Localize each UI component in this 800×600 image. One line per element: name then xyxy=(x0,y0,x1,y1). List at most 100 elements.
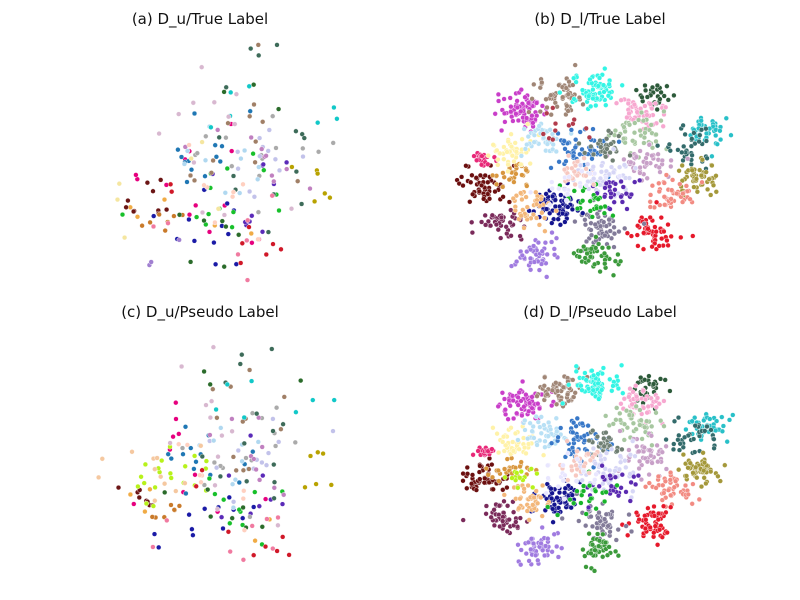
scatter-point xyxy=(572,144,578,151)
cluster-16 xyxy=(167,344,281,528)
scatter-point xyxy=(586,531,592,537)
scatter-point xyxy=(544,251,550,258)
scatter-point xyxy=(494,147,500,154)
scatter-point xyxy=(164,207,170,213)
scatter-point xyxy=(615,251,621,258)
scatter-point xyxy=(566,153,572,159)
scatter-point xyxy=(509,153,516,159)
scatter-point xyxy=(233,91,240,97)
cluster-5 xyxy=(603,403,667,448)
scatter-point xyxy=(595,83,601,89)
scatter-point xyxy=(578,248,584,254)
scatter-point xyxy=(259,524,265,530)
scatter-point xyxy=(203,402,209,408)
scatter-point xyxy=(653,131,659,138)
scatter-point xyxy=(246,83,252,89)
scatter-point xyxy=(150,503,157,509)
scatter-point xyxy=(618,258,624,264)
scatter-point xyxy=(590,164,596,170)
scatter-point xyxy=(179,445,186,451)
scatter-point xyxy=(619,82,625,88)
scatter-point xyxy=(478,162,485,168)
scatter-point xyxy=(273,443,279,449)
scatter-point xyxy=(689,167,695,173)
scatter-point xyxy=(675,147,681,153)
scatter-point xyxy=(608,483,614,489)
scatter-point xyxy=(208,514,214,520)
scatter-point xyxy=(610,213,616,219)
scatter-point xyxy=(241,527,248,533)
scatter-point xyxy=(626,512,632,518)
scatter-point xyxy=(278,426,284,432)
scatter-point xyxy=(173,488,179,494)
scatter-point xyxy=(654,199,660,205)
scatter-point xyxy=(554,428,560,435)
scatter-point xyxy=(601,250,608,257)
scatter-point xyxy=(206,211,212,217)
scatter-plot-a xyxy=(114,42,340,283)
scatter-point xyxy=(190,100,196,106)
scatter-point xyxy=(656,510,662,517)
scatter-point xyxy=(476,469,483,475)
scatter-point xyxy=(489,172,496,179)
scatter-point xyxy=(600,82,607,88)
scatter-point xyxy=(566,174,572,180)
scatter-point xyxy=(549,220,555,226)
scatter-point xyxy=(548,426,554,433)
scatter-point xyxy=(251,101,257,108)
scatter-point xyxy=(495,450,502,456)
scatter-point xyxy=(249,213,255,219)
scatter-point xyxy=(512,207,518,214)
scatter-point xyxy=(685,156,691,162)
cluster-11 xyxy=(624,199,696,252)
scatter-point xyxy=(165,451,171,457)
scatter-point xyxy=(207,381,213,388)
scatter-point xyxy=(170,434,176,440)
scatter-point xyxy=(482,172,488,179)
scatter-point xyxy=(582,370,588,376)
scatter-point xyxy=(724,439,730,445)
scatter-point xyxy=(579,146,585,153)
scatter-point xyxy=(620,390,626,396)
scatter-point xyxy=(560,94,566,100)
scatter-point xyxy=(689,418,695,424)
scatter-point xyxy=(265,450,272,456)
scatter-point xyxy=(683,426,689,433)
scatter-point xyxy=(637,128,643,134)
scatter-point xyxy=(574,172,580,179)
scatter-point xyxy=(627,152,633,159)
scatter-point xyxy=(517,515,523,521)
scatter-point xyxy=(638,477,645,483)
scatter-point xyxy=(501,144,507,150)
scatter-point xyxy=(215,206,222,212)
scatter-point xyxy=(590,387,596,393)
scatter-point xyxy=(592,547,598,553)
scatter-point xyxy=(521,486,527,492)
scatter-point xyxy=(622,225,628,232)
scatter-point xyxy=(593,234,599,240)
scatter-point xyxy=(506,199,513,205)
scatter-point xyxy=(550,519,556,525)
cluster-30 xyxy=(543,450,599,502)
scatter-point xyxy=(572,62,578,68)
scatter-point xyxy=(644,175,650,181)
scatter-point xyxy=(578,162,584,168)
scatter-point xyxy=(256,164,262,170)
scatter-point xyxy=(538,494,544,501)
cluster-18 xyxy=(454,162,517,205)
cluster-15 xyxy=(156,64,295,218)
scatter-point xyxy=(617,164,623,170)
scatter-point xyxy=(269,173,275,179)
scatter-point xyxy=(239,352,245,358)
scatter-point xyxy=(208,124,214,130)
scatter-point xyxy=(529,113,535,119)
scatter-point xyxy=(701,460,708,466)
scatter-point xyxy=(255,176,261,182)
scatter-point xyxy=(568,127,575,133)
scatter-point xyxy=(221,89,227,95)
cluster-11 xyxy=(619,503,674,548)
scatter-point xyxy=(487,223,494,229)
scatter-point xyxy=(251,194,258,200)
scatter-point xyxy=(571,116,577,123)
scatter-point xyxy=(542,374,548,380)
